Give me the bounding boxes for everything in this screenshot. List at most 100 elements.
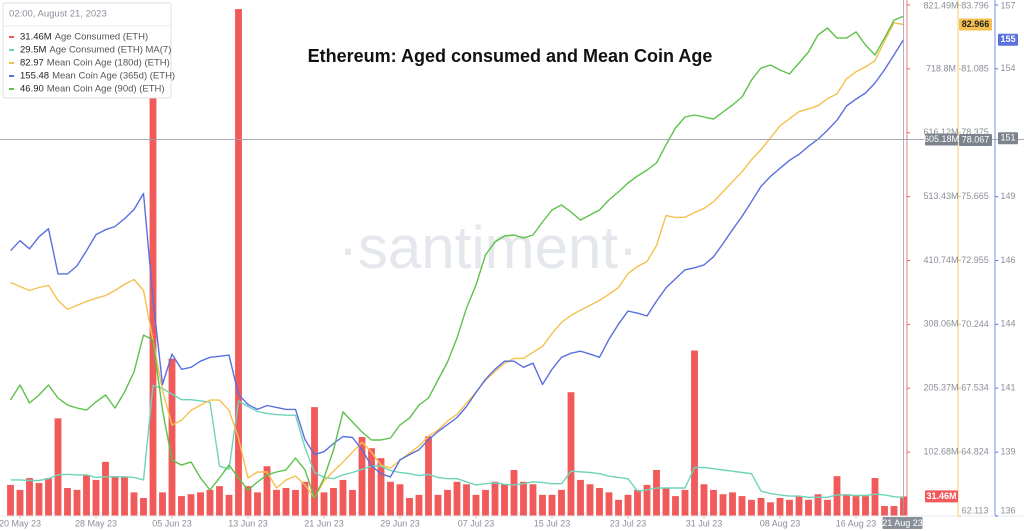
crosshair-y-label: 78.067 bbox=[962, 134, 990, 144]
bar bbox=[311, 407, 318, 516]
bar bbox=[92, 479, 100, 516]
legend-title: 02:00, August 21, 2023 bbox=[9, 9, 107, 20]
bar bbox=[73, 489, 81, 516]
bar bbox=[795, 496, 803, 516]
bar bbox=[624, 494, 632, 516]
bar bbox=[415, 494, 423, 516]
bar bbox=[529, 484, 537, 516]
bar bbox=[719, 494, 727, 516]
x-tick-label: 29 Jun 23 bbox=[380, 518, 420, 528]
bar bbox=[282, 488, 290, 516]
bar bbox=[871, 478, 879, 516]
bar bbox=[710, 489, 717, 516]
x-tick-label: 13 Jun 23 bbox=[228, 518, 268, 528]
bar bbox=[520, 481, 527, 516]
bar bbox=[786, 499, 793, 516]
y-tick-label: 102.68M bbox=[923, 447, 958, 457]
bar bbox=[463, 484, 470, 516]
crosshair-x-box bbox=[882, 517, 923, 529]
legend-label: Mean Coin Age (180d) (ETH) bbox=[47, 58, 170, 69]
bar bbox=[26, 478, 33, 516]
bar bbox=[35, 483, 43, 516]
crosshair-y-box bbox=[998, 132, 1018, 145]
bar bbox=[681, 489, 689, 516]
x-tick-label: 15 Jul 23 bbox=[534, 518, 571, 528]
y-tick-label: 81.085 bbox=[961, 63, 989, 73]
bar bbox=[54, 418, 62, 516]
bar bbox=[444, 489, 451, 516]
y-tick-label: 136 bbox=[1000, 505, 1015, 515]
bar bbox=[368, 448, 375, 516]
line bbox=[10, 22, 904, 499]
legend-value: 46.90 bbox=[20, 84, 44, 95]
bar bbox=[292, 489, 299, 516]
bar bbox=[653, 469, 660, 516]
bar bbox=[45, 478, 52, 516]
x-tick-label: 05 Jun 23 bbox=[152, 518, 192, 528]
bar bbox=[805, 499, 812, 516]
line bbox=[9, 39, 905, 478]
line bbox=[10, 384, 904, 499]
y-tick-label: 821.49M bbox=[923, 0, 958, 10]
bar bbox=[121, 476, 128, 516]
bar bbox=[244, 486, 252, 516]
bar bbox=[662, 488, 670, 516]
bar bbox=[216, 486, 223, 516]
y-tick-label: 64.824 bbox=[961, 446, 989, 456]
legend: 02:00, August 21, 2023 31.46M Age Consumed… bbox=[2, 2, 175, 99]
bar bbox=[567, 392, 575, 516]
y-tick-label: 513.43M bbox=[923, 191, 958, 201]
bar bbox=[852, 496, 860, 516]
line bbox=[9, 15, 904, 499]
y-tick-label: 67.534 bbox=[961, 383, 989, 393]
bar bbox=[225, 494, 233, 516]
bar bbox=[387, 481, 394, 516]
bar bbox=[140, 497, 147, 516]
legend-value: 155.48 bbox=[20, 71, 49, 82]
bar bbox=[700, 484, 708, 516]
y-tick-label: 616.12M bbox=[923, 127, 958, 137]
legend-label: Age Consumed (ETH) bbox=[55, 32, 148, 43]
bar bbox=[558, 489, 565, 516]
x-tick-label: 08 Aug 23 bbox=[760, 518, 801, 528]
y-tick-label: 149 bbox=[1000, 191, 1015, 201]
bar bbox=[377, 458, 385, 516]
bar bbox=[548, 494, 556, 516]
legend-value: 29.5M bbox=[20, 45, 46, 56]
x-tick-label: 28 May 23 bbox=[75, 518, 117, 528]
bar bbox=[168, 358, 176, 516]
bar bbox=[482, 489, 489, 516]
bar bbox=[814, 494, 822, 516]
bar bbox=[510, 469, 518, 516]
bar bbox=[615, 499, 622, 516]
bar bbox=[833, 476, 841, 516]
y-tick-label: 146 bbox=[1000, 255, 1015, 265]
legend-label: Mean Coin Age (90d) (ETH) bbox=[47, 84, 165, 95]
bar bbox=[605, 492, 613, 516]
y-tick-label: 83.796 bbox=[961, 0, 989, 10]
x-tick-label: 31 Jul 23 bbox=[686, 518, 723, 528]
bar bbox=[197, 492, 204, 516]
y-tick-label: 718.8M bbox=[926, 63, 956, 73]
bar bbox=[843, 494, 850, 516]
bar bbox=[320, 492, 328, 516]
y-tick-label: 154 bbox=[1000, 63, 1015, 73]
y-tick-label: 157 bbox=[1000, 0, 1015, 10]
bar bbox=[263, 466, 271, 516]
bar bbox=[596, 488, 603, 516]
bar bbox=[159, 492, 166, 516]
crosshair-y-box bbox=[925, 133, 958, 146]
bar bbox=[472, 494, 480, 516]
y-tick-label: 141 bbox=[1000, 383, 1015, 393]
legend-value: 82.97 bbox=[20, 58, 44, 69]
y-tick-label: 62.113 bbox=[962, 505, 989, 515]
crosshair-x-label: 21 Aug 23 bbox=[882, 518, 923, 528]
legend-value: 31.46M bbox=[20, 32, 52, 43]
bar bbox=[358, 437, 366, 516]
watermark: ·santiment· bbox=[338, 214, 638, 281]
bar bbox=[254, 492, 261, 516]
bar bbox=[738, 496, 746, 516]
chart-title: Ethereum: Aged consumed and Mean Coin Ag… bbox=[308, 46, 713, 66]
plot-area bbox=[7, 9, 907, 516]
